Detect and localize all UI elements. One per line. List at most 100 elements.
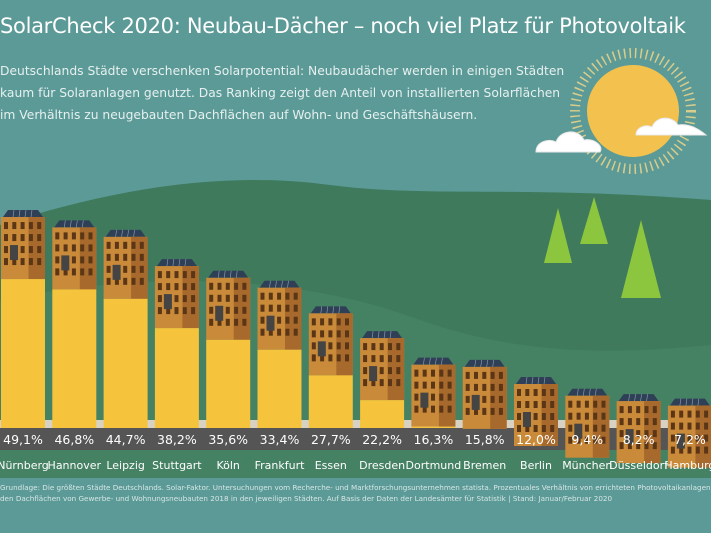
building-window: [320, 354, 325, 362]
building-door: [266, 315, 275, 331]
building-window: [636, 430, 641, 438]
solar-panel-line: [184, 259, 187, 267]
building-window: [431, 393, 435, 401]
building-window: [379, 367, 384, 375]
building-window: [28, 246, 33, 254]
building-window: [37, 234, 42, 242]
solar-panel-line: [371, 331, 374, 339]
building-window: [652, 406, 657, 414]
building-window: [517, 401, 521, 408]
building-window: [704, 446, 709, 454]
building-window: [576, 412, 581, 420]
building-window: [482, 395, 487, 403]
building-window: [217, 282, 222, 290]
solar-panel-line: [543, 376, 546, 385]
building-window: [490, 383, 495, 391]
building-window: [277, 292, 282, 300]
building-window: [191, 283, 196, 291]
building-window: [55, 244, 60, 252]
solar-panel-line: [474, 359, 476, 367]
building-window: [285, 316, 290, 324]
building-window: [363, 367, 368, 375]
building-window: [293, 316, 298, 324]
building-window: [687, 422, 692, 430]
building-window: [191, 295, 196, 303]
building-window: [679, 446, 684, 454]
building-window: [550, 389, 555, 396]
building-window: [584, 424, 589, 432]
bar-column: [257, 349, 302, 428]
building-window: [174, 283, 179, 291]
building-window: [28, 258, 33, 266]
category-label: Stuttgart: [152, 459, 202, 472]
category-label: Berlin: [520, 459, 552, 472]
bar-14: 7,2% Hamburg: [664, 398, 711, 472]
building-window: [490, 371, 495, 379]
building-window: [363, 379, 368, 387]
building-window: [4, 222, 8, 230]
solar-panel-line: [229, 270, 232, 278]
footer-line: den Dachflächen von Gewerbe- und Wohnung…: [0, 494, 613, 503]
building-window: [80, 256, 85, 264]
building-window: [55, 256, 60, 264]
solar-panel-icon: [567, 388, 608, 396]
building-window: [217, 294, 222, 302]
building-door: [523, 412, 531, 427]
building-window: [209, 282, 214, 290]
solar-panel-line: [589, 388, 591, 396]
solar-panel-line: [383, 331, 386, 339]
building-window: [541, 413, 546, 420]
solar-panel-line: [486, 359, 488, 367]
solar-panel-icon: [208, 270, 249, 278]
cloud-icon: [535, 131, 602, 153]
building-window: [687, 446, 692, 454]
building-window: [619, 406, 624, 414]
bar-column: [154, 328, 199, 428]
building-window: [139, 277, 144, 285]
building-window: [234, 306, 239, 314]
bar-12: 9,4% München: [562, 388, 612, 472]
building-window: [71, 256, 76, 264]
building-window: [379, 343, 384, 351]
building-window: [482, 407, 487, 415]
building-window: [439, 405, 444, 413]
building-window: [88, 232, 93, 240]
bar-4: 38,2% Stuttgart: [152, 259, 202, 472]
intro-line: kaum für Solaranlagen genutzt. Das Ranki…: [0, 86, 561, 100]
building-window: [679, 410, 684, 418]
building-window: [174, 307, 179, 315]
building-window: [191, 307, 196, 315]
solar-panel-icon: [259, 280, 300, 288]
building-window: [12, 222, 17, 230]
building-window: [311, 330, 316, 338]
building-window: [71, 244, 76, 252]
solar-panel-line: [30, 210, 33, 218]
building-window: [131, 241, 136, 249]
building-window: [431, 405, 435, 413]
intro-text: Deutschlands Städte verschenken Solarpot…: [0, 60, 564, 126]
category-label: Frankfurt: [255, 459, 305, 472]
building-window: [4, 234, 8, 242]
solar-panel-icon: [54, 220, 95, 228]
building-window: [260, 328, 265, 336]
category-label: Dresden: [359, 459, 405, 472]
solar-panel-line: [235, 270, 238, 278]
building-window: [584, 436, 589, 444]
building-window: [396, 355, 401, 363]
building-window: [320, 318, 325, 326]
building-window: [396, 379, 401, 387]
building-door: [625, 429, 634, 445]
building-door: [112, 264, 121, 280]
building-window: [182, 307, 187, 315]
building-window: [139, 265, 144, 273]
value-label: 12,0%: [516, 432, 556, 447]
category-label: Leipzig: [106, 459, 145, 472]
building-window: [123, 265, 128, 273]
building-window: [28, 234, 33, 242]
building-window: [414, 393, 419, 401]
building-door: [10, 245, 18, 261]
building-window: [498, 407, 503, 415]
building-window: [422, 381, 427, 389]
building-window: [37, 258, 42, 266]
building-door: [317, 341, 326, 357]
